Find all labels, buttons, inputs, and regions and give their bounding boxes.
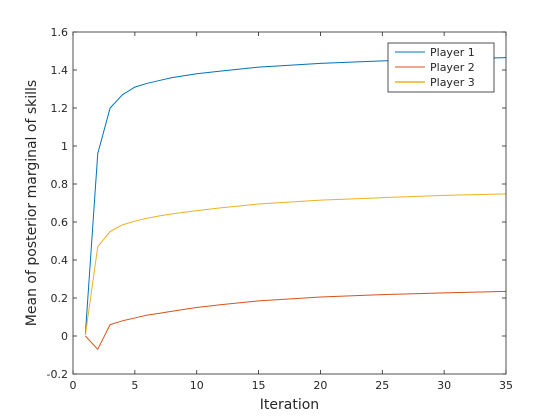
y-tick-label: 1.4 (51, 64, 69, 77)
y-tick-label: 1.2 (51, 102, 69, 115)
x-axis-label: Iteration (260, 397, 319, 413)
series-line-1 (84, 57, 507, 335)
y-axis-label: Mean of posterior marginal of skills (24, 80, 40, 326)
x-tick-label: 30 (437, 379, 451, 392)
y-tick-label: 1.6 (51, 26, 69, 39)
y-tick-label: 1 (61, 140, 68, 153)
axes-box (72, 31, 507, 375)
axes-layer (72, 31, 507, 375)
y-tick-label: 0.6 (51, 216, 69, 229)
y-tick-label: 0.8 (51, 178, 69, 191)
y-tick-label: 0 (61, 330, 68, 343)
x-tick-label: 10 (190, 379, 204, 392)
x-tick-label: 20 (313, 379, 327, 392)
legend-entry-1: Player 1 (430, 46, 475, 59)
series-line-3 (84, 193, 507, 336)
series-line-2 (85, 290, 507, 350)
series-layer (84, 57, 507, 350)
x-tick-label: 5 (131, 379, 138, 392)
x-tick-label: 0 (70, 379, 77, 392)
x-tick-label: 25 (375, 379, 389, 392)
x-tick-label: 35 (499, 379, 513, 392)
ticks-layer: 0 5 10 15 20 25 30 35-0.200.20.40.60.811.21.41.… (47, 26, 513, 392)
x-tick-label: 15 (252, 379, 266, 392)
y-tick-label: 0.4 (51, 254, 69, 267)
legend: Player 1 Player 2 Player 3 (387, 42, 495, 93)
y-tick-label: -0.2 (47, 368, 68, 381)
legend-entry-3: Player 3 (430, 76, 475, 89)
y-tick-label: 0.2 (51, 292, 69, 305)
legend-entry-2: Player 2 (430, 61, 475, 74)
